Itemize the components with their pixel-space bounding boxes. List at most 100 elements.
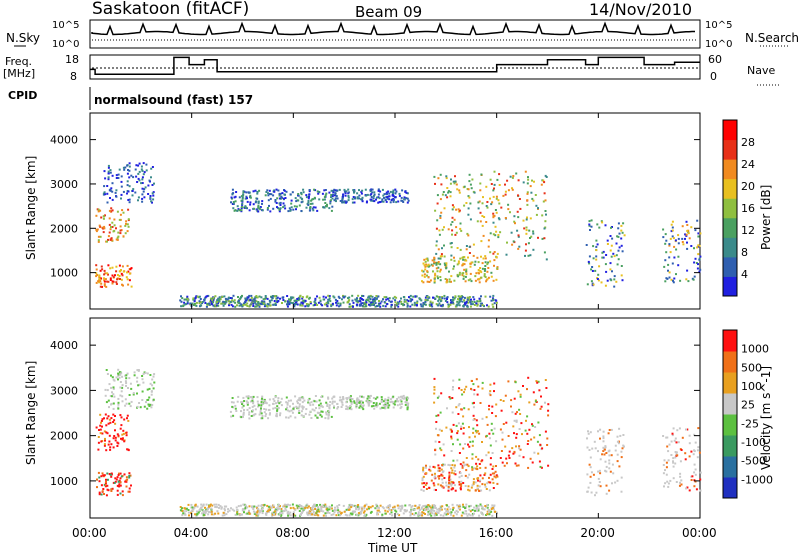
- echo-cell: [118, 270, 121, 273]
- echo-cell: [677, 237, 680, 240]
- echo-cell: [253, 505, 256, 508]
- echo-cell: [339, 396, 342, 399]
- echo-cell: [237, 296, 239, 298]
- echo-cell: [240, 195, 243, 198]
- range-tick-label: 2000: [50, 430, 78, 443]
- echo-cell: [289, 209, 292, 212]
- echo-cell: [361, 406, 364, 409]
- echo-cell: [117, 474, 120, 476]
- echo-cell: [623, 234, 626, 237]
- echo-cell: [455, 406, 458, 409]
- echo-cell: [138, 383, 141, 386]
- velocity-colorbar-swatch: [723, 393, 737, 415]
- echo-cell: [241, 196, 244, 199]
- echo-cell: [259, 408, 262, 411]
- echo-cell: [347, 188, 350, 191]
- echo-cell: [397, 400, 400, 403]
- echo-cell: [336, 506, 339, 509]
- echo-cell: [349, 305, 352, 308]
- echo-cell: [140, 168, 143, 171]
- echo-cell: [260, 412, 263, 415]
- echo-cell: [114, 274, 116, 277]
- echo-cell: [297, 507, 300, 510]
- echo-cell: [256, 208, 259, 211]
- echo-cell: [667, 459, 670, 462]
- range-tick-label: 4000: [50, 339, 78, 352]
- echo-cell: [254, 408, 257, 411]
- echo-cell: [385, 296, 388, 299]
- echo-cell: [465, 469, 468, 472]
- echo-cell: [609, 470, 612, 473]
- echo-cell: [236, 304, 238, 307]
- echo-cell: [462, 505, 465, 508]
- echo-cell: [396, 504, 399, 507]
- echo-cell: [467, 297, 470, 300]
- echo-cell: [522, 181, 525, 184]
- freq-trace: [90, 56, 700, 75]
- echo-cell: [254, 512, 257, 515]
- echo-cell: [368, 401, 371, 404]
- echo-cell: [301, 511, 303, 514]
- echo-cell: [326, 405, 329, 407]
- echo-cell: [218, 298, 221, 300]
- echo-cell: [451, 208, 454, 211]
- echo-cell: [375, 297, 378, 300]
- echo-cell: [590, 268, 593, 271]
- echo-cell: [674, 456, 677, 459]
- freq-series-line: [90, 56, 700, 75]
- echo-cell: [455, 183, 458, 186]
- echo-cell: [246, 408, 249, 411]
- echo-cell: [496, 511, 498, 514]
- echo-cell: [476, 465, 479, 468]
- echo-cell: [438, 296, 441, 299]
- echo-cell: [287, 399, 290, 402]
- echo-cell: [610, 428, 613, 431]
- echo-cell: [402, 397, 405, 400]
- time-axis-title: Time UT: [367, 541, 418, 554]
- echo-cell: [590, 219, 593, 222]
- echo-cell: [452, 506, 455, 509]
- echo-cell: [95, 272, 98, 275]
- echo-cell: [374, 302, 377, 305]
- echo-cell: [544, 199, 547, 202]
- echo-cell: [694, 468, 697, 471]
- echo-cell: [463, 512, 466, 515]
- echo-cell: [471, 178, 474, 181]
- echo-cell: [516, 411, 518, 414]
- echo-cell: [113, 419, 116, 422]
- echo-cell: [305, 206, 308, 209]
- echo-cell: [670, 454, 673, 456]
- nsearch-axis-top: 10^5: [705, 20, 732, 31]
- echo-cell: [282, 202, 285, 205]
- echo-cell: [466, 476, 469, 479]
- echo-cell: [287, 503, 289, 506]
- echo-cell: [477, 269, 480, 271]
- echo-cell: [439, 505, 442, 508]
- echo-cell: [430, 510, 432, 512]
- echo-cell: [260, 509, 263, 512]
- echo-cell: [448, 280, 451, 283]
- echo-cell: [347, 199, 350, 202]
- echo-cell: [427, 504, 430, 507]
- echo-cell: [369, 394, 372, 397]
- echo-cell: [486, 304, 488, 307]
- echo-cell: [517, 235, 520, 238]
- echo-cell: [475, 504, 478, 507]
- echo-cell: [319, 414, 322, 416]
- echo-cell: [361, 506, 364, 509]
- echo-cell: [363, 301, 366, 304]
- echo-cell: [274, 199, 277, 201]
- echo-cell: [437, 177, 440, 180]
- echo-cell: [440, 449, 443, 452]
- echo-cell: [314, 414, 317, 417]
- echo-cell: [183, 298, 186, 301]
- echo-cell: [214, 512, 217, 515]
- echo-cell: [119, 484, 122, 487]
- echo-cell: [699, 478, 702, 481]
- echo-cell: [252, 402, 255, 405]
- echo-cell: [121, 274, 124, 277]
- echo-cell: [685, 428, 687, 431]
- echo-cell: [439, 173, 442, 176]
- echo-cell: [125, 476, 128, 479]
- echo-cell: [431, 512, 434, 515]
